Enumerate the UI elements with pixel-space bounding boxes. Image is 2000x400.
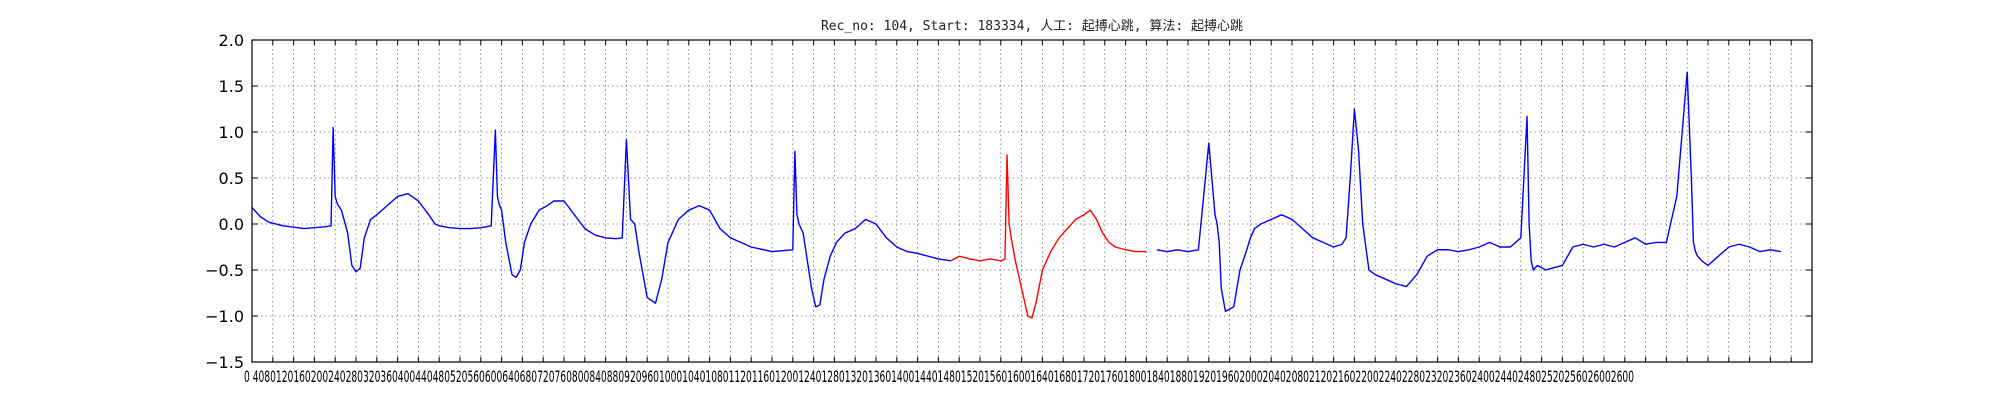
- y-tick-label: 2.0: [219, 31, 244, 50]
- y-tick-label: −0.5: [205, 261, 244, 280]
- grid: [252, 40, 1812, 362]
- ecg-trace-highlighted-beat: [950, 154, 1147, 319]
- y-tick-label: 1.5: [219, 77, 244, 96]
- series-layer: [251, 71, 1781, 319]
- y-tick-label: 1.0: [219, 123, 244, 142]
- ecg-trace-normal: [251, 126, 951, 308]
- y-tick-label: −1.0: [205, 307, 244, 326]
- y-tick-label: 0.0: [219, 215, 244, 234]
- y-tick-label: −1.5: [205, 353, 244, 372]
- axes: −1.5 −1.0 −0.5 0.0 0.5 1.0 1.5 2.0: [205, 31, 1813, 372]
- plot-frame: [251, 39, 1813, 363]
- chart-title: Rec_no: 104, Start: 183334, 人工: 起搏心跳, 算法…: [821, 18, 1243, 34]
- ecg-trace-normal: [1156, 71, 1781, 313]
- x-tick-labels: 0 40801201602002402803203604004404805205…: [244, 367, 1634, 386]
- y-tick-label: 0.5: [219, 169, 244, 188]
